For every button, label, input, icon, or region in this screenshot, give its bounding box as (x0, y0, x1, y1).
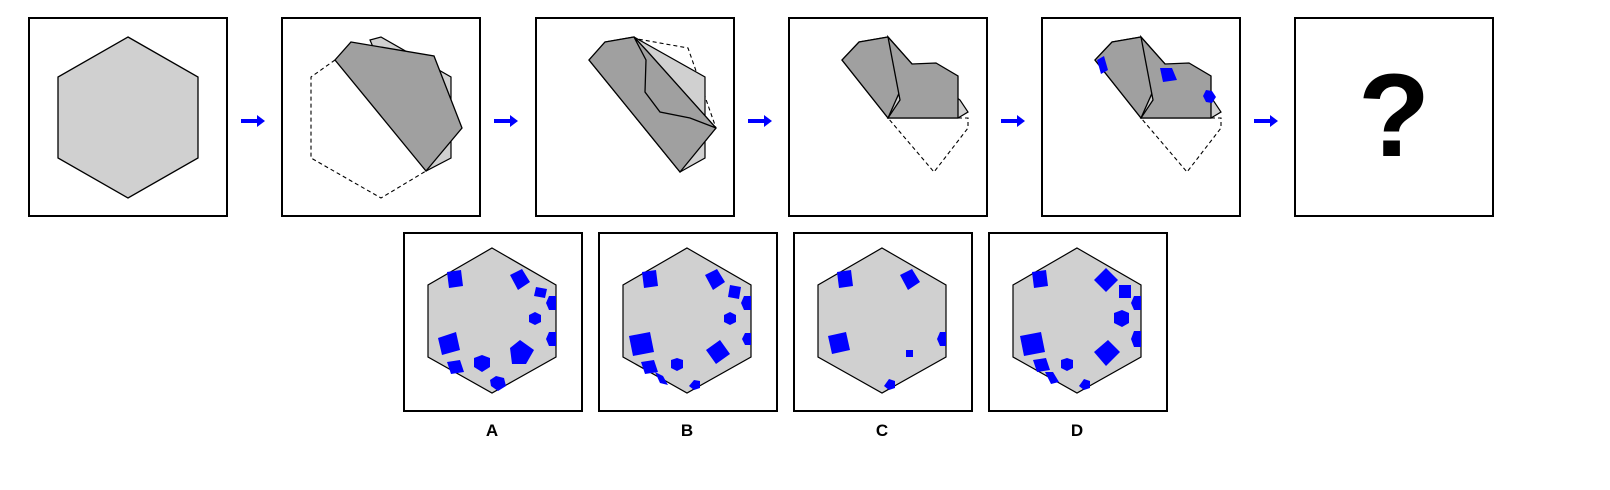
arrow-1-icon (241, 115, 265, 127)
hole-hexagon-icon (1114, 310, 1129, 327)
hole-square-icon (447, 360, 464, 374)
hole-square-icon (534, 287, 547, 298)
folded-flap (334, 41, 463, 173)
hole-hexagon-icon (741, 296, 751, 310)
hole-hexagon-icon (546, 296, 556, 310)
hole-square-icon (1033, 358, 1050, 372)
hole-square-icon (705, 269, 725, 290)
hole-square-icon (447, 270, 463, 288)
option-d-label: D (1071, 421, 1083, 440)
step-3-panel (535, 17, 735, 217)
hole-square-icon (837, 270, 853, 288)
option-d[interactable]: D (988, 232, 1168, 440)
hole-square-icon (510, 269, 530, 290)
step-4-panel (788, 17, 988, 217)
hole-hexagon-icon (1203, 90, 1216, 103)
hole-hexagon-icon (546, 332, 556, 346)
step-6-panel: ? (1294, 17, 1494, 217)
hole-square-icon (438, 332, 460, 355)
hole-square-icon (900, 269, 920, 290)
arrow-2-icon (494, 115, 518, 127)
option-c-label: C (876, 421, 888, 440)
hole-hexagon-icon (1061, 358, 1073, 371)
folded-flap (588, 36, 717, 174)
hole-hexagon-icon (529, 312, 541, 325)
hole-square-icon (642, 270, 658, 288)
arrow-4-icon (1001, 115, 1025, 127)
option-b-label: B (681, 421, 693, 440)
step-5-panel (1041, 17, 1241, 217)
hole-square-icon (906, 350, 913, 357)
hole-square-icon (1119, 285, 1131, 298)
hole-square-icon (1020, 332, 1045, 356)
hole-hexagon-icon (724, 312, 736, 325)
hole-square-icon (728, 285, 741, 299)
hole-square-icon (1094, 268, 1118, 292)
hole-hexagon-icon (474, 355, 490, 372)
hole-square-icon (1032, 270, 1048, 288)
hole-square-icon (629, 332, 654, 356)
fold-ghost-outline (886, 117, 969, 173)
step-2-panel (281, 17, 481, 217)
hole-square-icon (1045, 372, 1059, 384)
hole-square-icon (510, 340, 534, 364)
hole-square-icon (1097, 56, 1108, 74)
hole-square-icon (706, 340, 730, 364)
folded-flap-top (633, 36, 717, 129)
folded-flap-top (886, 34, 959, 119)
hole-square-icon (641, 360, 658, 374)
question-mark: ? (1358, 50, 1430, 182)
hole-hexagon-icon (742, 333, 751, 345)
arrow-5-icon (1254, 115, 1278, 127)
option-b[interactable]: B (598, 232, 778, 440)
hole-hexagon-icon (1131, 296, 1141, 310)
hole-hexagon-icon (671, 358, 683, 371)
paper-hexagon (57, 36, 199, 199)
option-c[interactable]: C (793, 232, 973, 440)
hole-square-icon (655, 372, 668, 385)
arrow-3-icon (748, 115, 772, 127)
option-a[interactable]: A (403, 232, 583, 440)
option-a-label: A (486, 421, 498, 440)
hole-hexagon-icon (1131, 331, 1141, 347)
hole-hexagon-icon (1079, 379, 1090, 390)
hole-square-icon (1160, 68, 1177, 82)
hole-square-icon (1094, 340, 1120, 366)
hole-hexagon-icon (689, 380, 700, 390)
hole-hexagon-icon (884, 379, 895, 390)
fold-ghost-outline (1139, 117, 1222, 173)
hole-square-icon (828, 332, 850, 354)
hole-hexagon-icon (490, 376, 506, 391)
step-1-panel (28, 17, 228, 217)
hole-hexagon-icon (937, 332, 946, 346)
